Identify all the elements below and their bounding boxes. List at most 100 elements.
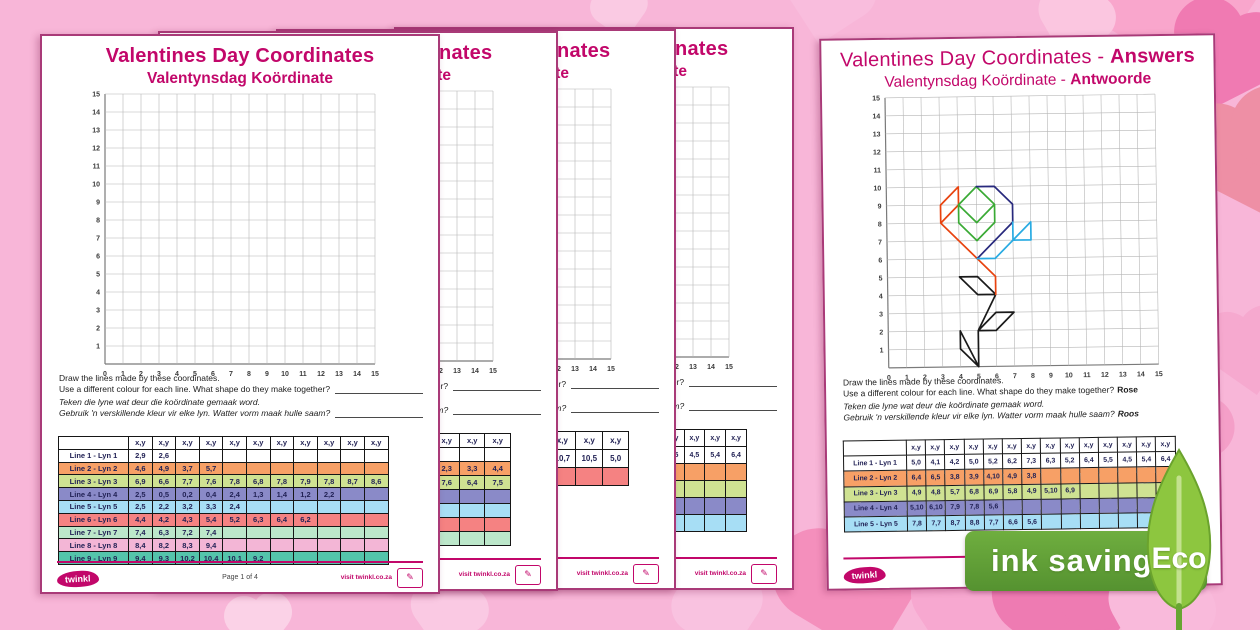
svg-text:6: 6 — [96, 254, 100, 261]
coordinate-cell — [1079, 482, 1099, 499]
coordinate-cell: 4,5 — [683, 446, 706, 464]
svg-text:2: 2 — [139, 371, 143, 378]
instructions: Draw the lines made by these coordinates… — [59, 373, 423, 419]
line-label-cell: Line 4 - Lyn 4 — [58, 487, 129, 501]
page-title-text: Valentines Day Coordinates - — [839, 45, 1111, 72]
coordinate-cell — [602, 467, 629, 486]
coordinate-cell: 8,6 — [363, 474, 389, 489]
column-header-xy: x,y — [245, 436, 271, 450]
column-header-xy: x,y — [1002, 438, 1022, 454]
coordinate-cell: 6,9 — [1060, 483, 1080, 499]
svg-text:5: 5 — [193, 371, 197, 378]
svg-text:13: 13 — [453, 368, 461, 375]
coordinate-cell: 8,4 — [128, 538, 153, 553]
svg-text:13: 13 — [335, 371, 343, 378]
coordinate-cell — [1041, 468, 1061, 484]
coordinate-cell — [340, 512, 365, 527]
svg-text:10: 10 — [92, 182, 100, 189]
twinkl-stamp-icon: ✎ — [633, 563, 659, 584]
coordinate-cell — [198, 448, 224, 463]
line-label-cell: Line 5 - Lyn 5 — [58, 499, 129, 514]
page-subtitle-text: Valentynsdag Koördinate - — [884, 71, 1071, 91]
coordinate-cell: 6,3 — [1040, 453, 1061, 469]
coordinate-cell — [340, 499, 365, 514]
line-label-cell: Line 2 - Lyn 2 — [843, 470, 907, 487]
svg-text:0: 0 — [103, 371, 107, 378]
svg-text:15: 15 — [371, 371, 379, 378]
coordinate-cell: 3,7 — [175, 461, 200, 476]
answer-blank-line — [689, 386, 777, 387]
coordinate-cell — [363, 487, 389, 501]
coordinate-cell — [363, 538, 389, 553]
column-header-xy: x,y — [458, 433, 486, 448]
coordinate-cell: 4,4 — [128, 512, 153, 527]
svg-text:5: 5 — [96, 272, 100, 279]
coordinate-cell: 6,2 — [293, 512, 318, 527]
svg-text:5: 5 — [977, 374, 981, 381]
coordinate-cell — [340, 461, 365, 476]
svg-text:12: 12 — [873, 149, 881, 156]
coordinate-cell: 6,8 — [245, 474, 271, 489]
svg-text:8: 8 — [96, 218, 100, 225]
coordinate-cell — [1117, 467, 1138, 483]
coordinate-cell: 7,8 — [222, 474, 247, 489]
svg-text:14: 14 — [92, 110, 100, 117]
footer-rule — [57, 561, 423, 563]
coordinate-cell — [245, 538, 271, 553]
svg-text:15: 15 — [725, 364, 733, 371]
footer-right: visit twinkl.co.za ✎ — [655, 563, 777, 584]
coordinate-cell — [222, 448, 247, 463]
coordinate-cell: 10,5 — [575, 449, 604, 468]
coordinate-cell: 5,7 — [945, 484, 965, 501]
answer-blank-line — [571, 412, 659, 413]
svg-text:7: 7 — [96, 236, 100, 243]
coordinate-cell — [484, 531, 511, 546]
coordinate-cell — [293, 461, 318, 476]
coordinate-cell — [269, 499, 295, 514]
instruction-en-2-text: Use a different colour for each line. Wh… — [59, 384, 331, 394]
coordinate-cell — [245, 461, 271, 476]
column-header-xy: x,y — [906, 439, 926, 456]
footer-right: visit twinkl.co.za ✎ — [537, 563, 659, 584]
coordinate-cell — [683, 480, 706, 498]
coordinate-cell — [293, 538, 318, 553]
instruction-af-2: Gebruik 'n verskillende kleur vir elke l… — [59, 408, 423, 419]
coordinate-cell — [245, 499, 271, 514]
coordinate-cell: 4,2 — [944, 454, 965, 470]
coordinate-cell — [340, 448, 365, 463]
coordinate-cell — [293, 499, 318, 514]
coordinate-cell: 7,8 — [907, 515, 927, 532]
footer-right: visit twinkl.co.za ✎ — [301, 567, 423, 588]
table-row: Line 1 - Lyn 1 2,9 2,6 — [58, 448, 389, 463]
svg-text:13: 13 — [873, 131, 881, 138]
coordinate-cell: 5,2 — [1059, 452, 1080, 469]
footer-row: twinkl Page 1 of 4 visit twinkl.co.za ✎ — [56, 567, 423, 588]
column-header-xy: x,y — [316, 436, 342, 450]
coordinate-cell: 6,6 — [151, 474, 177, 489]
line-label-cell: Line 8 - Lyn 8 — [58, 538, 129, 553]
coordinate-cell: 6,9 — [128, 474, 153, 489]
column-header-xy: x,y — [293, 436, 318, 450]
answer-line — [958, 275, 1015, 368]
column-header-xy: x,y — [340, 436, 365, 450]
line-label-cell: Line 5 - Lyn 5 — [844, 516, 908, 533]
coordinate-cell: 5,2 — [983, 453, 1003, 470]
eco-leaf-icon — [1138, 448, 1220, 630]
coordinate-cell: 5,10 — [1041, 483, 1061, 499]
line-label-cell: Line 1 - Lyn 1 — [58, 448, 129, 463]
coordinate-cell — [269, 538, 295, 553]
coordinate-cell — [1117, 482, 1138, 498]
svg-text:11: 11 — [1083, 372, 1091, 379]
page-title: Valentines Day Coordinates - Answers — [821, 44, 1213, 72]
svg-text:1: 1 — [880, 347, 884, 354]
page-footer: twinkl Page 1 of 4 visit twinkl.co.za ✎ — [56, 561, 423, 588]
coordinate-cell — [458, 531, 486, 546]
coordinate-cell — [340, 487, 365, 501]
coordinate-cell — [458, 489, 486, 504]
coordinate-cell: 5,2 — [222, 512, 247, 527]
svg-text:13: 13 — [92, 128, 100, 135]
